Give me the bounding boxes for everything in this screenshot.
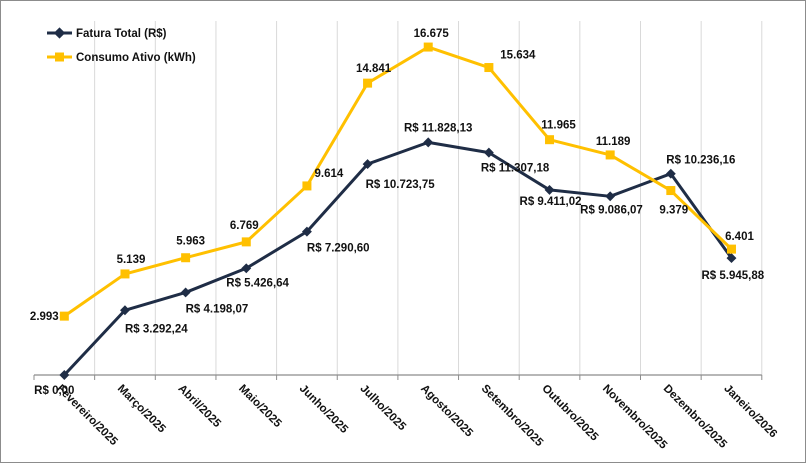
x-tick-label: Outubro/2025 (539, 383, 600, 444)
data-point-consumo (545, 135, 555, 145)
data-point-fatura (483, 147, 494, 158)
legend-label-fatura: Fatura Total (R$) (76, 28, 167, 40)
data-point-fatura (362, 159, 373, 170)
data-point-fatura (301, 226, 312, 237)
data-point-fatura (726, 253, 737, 264)
x-tick-label: Novembro/2025 (600, 383, 669, 452)
legend: Fatura Total (R$) Consumo Ativo (kWh) (47, 27, 196, 64)
data-label-consumo: 2.993 (30, 311, 59, 323)
data-label-consumo: 15.634 (500, 50, 536, 62)
data-label-consumo: 6.769 (230, 220, 259, 232)
data-label-consumo: 5.139 (117, 254, 146, 266)
data-point-fatura (665, 168, 676, 179)
data-label-consumo: 5.963 (176, 236, 205, 248)
data-label-fatura: R$ 9.411,02 (520, 196, 582, 208)
data-point-consumo (423, 42, 433, 52)
x-tick-label: Julho/2025 (357, 383, 408, 434)
data-label-fatura: R$ 5.426,64 (226, 277, 289, 289)
data-label-consumo: 11.189 (596, 136, 631, 148)
data-label-fatura: R$ 3.292,24 (125, 323, 188, 335)
data-point-fatura (241, 263, 252, 274)
x-tick-label: Abril/2025 (176, 383, 224, 431)
data-label-consumo: 16.675 (414, 28, 450, 40)
data-label-fatura: R$ 4.198,07 (186, 303, 249, 315)
data-point-consumo (363, 78, 373, 88)
data-point-fatura (423, 137, 434, 148)
data-point-consumo (726, 244, 736, 254)
data-point-consumo (120, 269, 130, 279)
data-point-fatura (605, 191, 616, 202)
legend-diamond-marker-icon (53, 27, 66, 39)
data-point-consumo (666, 186, 676, 196)
data-label-consumo: 9.379 (659, 205, 688, 217)
data-point-consumo (59, 311, 69, 321)
data-point-fatura (544, 184, 555, 195)
data-point-consumo (241, 237, 251, 247)
x-tick-label: Janeiro/2026 (721, 383, 779, 441)
data-label-fatura: R$ 10.236,16 (666, 155, 735, 167)
data-point-fatura (180, 287, 191, 298)
x-tick-label: Março/2025 (115, 383, 168, 436)
data-label-consumo: 9.614 (315, 168, 344, 180)
data-label-consumo: 14.841 (356, 63, 392, 75)
series-line-consumo (63, 45, 733, 318)
data-label-fatura: R$ 7.290,60 (307, 243, 370, 255)
data-point-consumo (605, 150, 615, 160)
x-tick-label: Junho/2025 (297, 383, 351, 437)
data-point-consumo (484, 63, 494, 73)
data-point-consumo (181, 253, 191, 263)
x-tick-label: Agosto/2025 (418, 383, 475, 440)
data-label-fatura: R$ 0,00 (34, 385, 74, 397)
legend-label-consumo: Consumo Ativo (kWh) (76, 52, 196, 64)
data-label-consumo: 11.965 (541, 120, 576, 132)
x-tick-label: Maio/2025 (236, 383, 284, 431)
data-point-consumo (302, 181, 312, 191)
x-tick-label: Dezembro/2025 (661, 383, 730, 452)
x-tick-label: Setembro/2025 (479, 383, 546, 450)
data-label-fatura: R$ 9.086,07 (580, 204, 643, 216)
data-label-fatura: R$ 11.307,18 (481, 163, 550, 175)
data-label-fatura: R$ 10.723,75 (366, 179, 436, 191)
series-line-fatura (63, 140, 733, 377)
data-label-fatura: R$ 11.828,13 (404, 122, 472, 134)
data-label-fatura: R$ 5.945,88 (701, 270, 764, 282)
data-label-consumo: 6.401 (725, 231, 754, 243)
legend-square-marker-icon (55, 52, 64, 62)
